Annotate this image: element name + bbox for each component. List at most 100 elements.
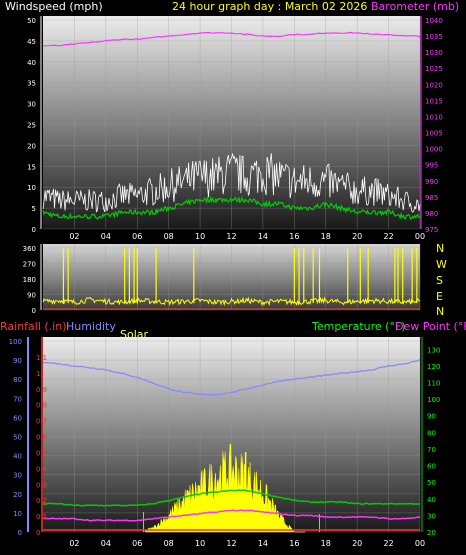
humidity-ytick-90: 90 <box>13 357 22 365</box>
temp-ytick-60: 60 <box>427 463 436 471</box>
dewpoint-series <box>42 509 421 522</box>
temp-ytick-40: 40 <box>427 496 436 504</box>
dir-ytick-360: 360 <box>23 245 36 253</box>
dir-ytick-90: 90 <box>27 292 36 300</box>
temp-ytick-110: 110 <box>427 380 440 388</box>
rain-ytick-1.1: 1.1 <box>36 354 47 362</box>
wind-ytick-5: 5 <box>32 205 36 213</box>
baro-ytick-1025: 1025 <box>425 65 443 73</box>
temp-ytick-80: 80 <box>427 429 436 437</box>
wind-xtick-12: 12 <box>226 232 236 241</box>
temp-xtick-10: 10 <box>195 539 205 548</box>
compass-e: E <box>436 290 443 303</box>
temp-ytick-50: 50 <box>427 479 436 487</box>
rain-ytick-0.5: 0.5 <box>36 449 47 457</box>
humidity-series <box>42 359 421 396</box>
wind-ytick-30: 30 <box>27 101 36 109</box>
wind-ytick-20: 20 <box>27 142 36 150</box>
wind-ytick-10: 10 <box>27 184 36 192</box>
humidity-label: Humidity <box>66 320 116 333</box>
humidity-ytick-50: 50 <box>13 434 22 442</box>
wind-xtick-02: 02 <box>69 232 79 241</box>
compass-n-bottom: N <box>436 305 444 318</box>
temp-ytick-70: 70 <box>427 446 436 454</box>
temperature-series <box>42 489 421 507</box>
rainfall-label: Rainfall (.in) <box>0 320 67 333</box>
humidity-ytick-70: 70 <box>13 395 22 403</box>
rain-ytick-0.9: 0.9 <box>36 386 47 394</box>
wind-xtick-06: 06 <box>132 232 142 241</box>
temp-xtick-12: 12 <box>226 539 236 548</box>
dir-ytick-270: 270 <box>23 261 36 269</box>
windspeed-label: Windspeed (mph) <box>5 0 103 13</box>
dir-ytick-0: 0 <box>32 307 36 315</box>
temp-ytick-100: 100 <box>427 396 440 404</box>
graph-title: 24 hour graph day : March 02 2026 <box>172 0 367 13</box>
temp-xtick-14: 14 <box>258 539 268 548</box>
baro-ytick-1015: 1015 <box>425 97 443 105</box>
humidity-ytick-40: 40 <box>13 453 22 461</box>
baro-ytick-1035: 1035 <box>425 33 443 41</box>
temp-ytick-120: 120 <box>427 363 440 371</box>
humidity-ytick-100: 100 <box>9 338 22 346</box>
solar-area <box>144 443 306 533</box>
wind-xtick-00: 00 <box>415 232 425 241</box>
temp-ytick-30: 30 <box>427 512 436 520</box>
baro-ytick-1030: 1030 <box>425 49 443 57</box>
baro-ytick-1000: 1000 <box>425 146 443 154</box>
wind-ytick-50: 50 <box>27 17 36 25</box>
baro-ytick-1005: 1005 <box>425 130 443 138</box>
wind-ytick-0: 0 <box>32 226 36 234</box>
temp-ytick-20: 20 <box>427 529 436 537</box>
baro-ytick-990: 990 <box>425 178 438 186</box>
wind-xtick-20: 20 <box>352 232 362 241</box>
rain-ytick-0.6: 0.6 <box>36 434 48 442</box>
rain-ytick-0.1: 0.1 <box>36 513 47 521</box>
rain-ytick-0.4: 0.4 <box>36 465 48 473</box>
baro-ytick-995: 995 <box>425 162 438 170</box>
temp-xtick-18: 18 <box>321 539 331 548</box>
temp-ytick-90: 90 <box>427 413 436 421</box>
barometer-label: Barometer (mb) <box>371 0 459 13</box>
baro-ytick-985: 985 <box>425 194 438 202</box>
humidity-ytick-80: 80 <box>13 376 22 384</box>
humidity-ytick-10: 10 <box>13 510 22 518</box>
baro-ytick-975: 975 <box>425 226 438 234</box>
wind-xtick-14: 14 <box>258 232 268 241</box>
rain-ytick-1: 1 <box>36 370 40 378</box>
baro-ytick-1010: 1010 <box>425 113 443 121</box>
windspeed-series <box>42 153 421 213</box>
temp-xtick-22: 22 <box>383 539 393 548</box>
compass-s: S <box>436 274 443 287</box>
rain-ytick-0.2: 0.2 <box>36 497 47 505</box>
wind-ytick-35: 35 <box>27 80 36 88</box>
rain-ytick-0.3: 0.3 <box>36 481 47 489</box>
humidity-ytick-0: 0 <box>18 529 22 537</box>
wind-ytick-15: 15 <box>27 163 36 171</box>
wind-xtick-16: 16 <box>289 232 299 241</box>
wind-xtick-08: 08 <box>164 232 174 241</box>
wind-xtick-18: 18 <box>321 232 331 241</box>
temp-xtick-20: 20 <box>352 539 362 548</box>
rain-ytick-0.7: 0.7 <box>36 418 47 426</box>
wind-ytick-45: 45 <box>27 38 36 46</box>
humidity-ytick-60: 60 <box>13 414 22 422</box>
humidity-ytick-30: 30 <box>13 472 22 480</box>
temp-xtick-00: 00 <box>415 539 425 548</box>
solar-label: Solar <box>120 328 149 341</box>
humidity-ytick-20: 20 <box>13 491 22 499</box>
compass-n-top: N <box>436 242 444 255</box>
temp-xtick-16: 16 <box>289 539 299 548</box>
temp-xtick-02: 02 <box>69 539 79 548</box>
wind-xtick-10: 10 <box>195 232 205 241</box>
wind-ytick-40: 40 <box>27 59 36 67</box>
baro-ytick-980: 980 <box>425 210 438 218</box>
baro-ytick-1020: 1020 <box>425 81 443 89</box>
dewpoint-label: Dew Point (°F) <box>395 320 466 333</box>
temp-ytick-130: 130 <box>427 346 440 354</box>
wind-ytick-25: 25 <box>27 122 36 130</box>
wind-xtick-22: 22 <box>383 232 393 241</box>
direction-series <box>42 296 420 307</box>
